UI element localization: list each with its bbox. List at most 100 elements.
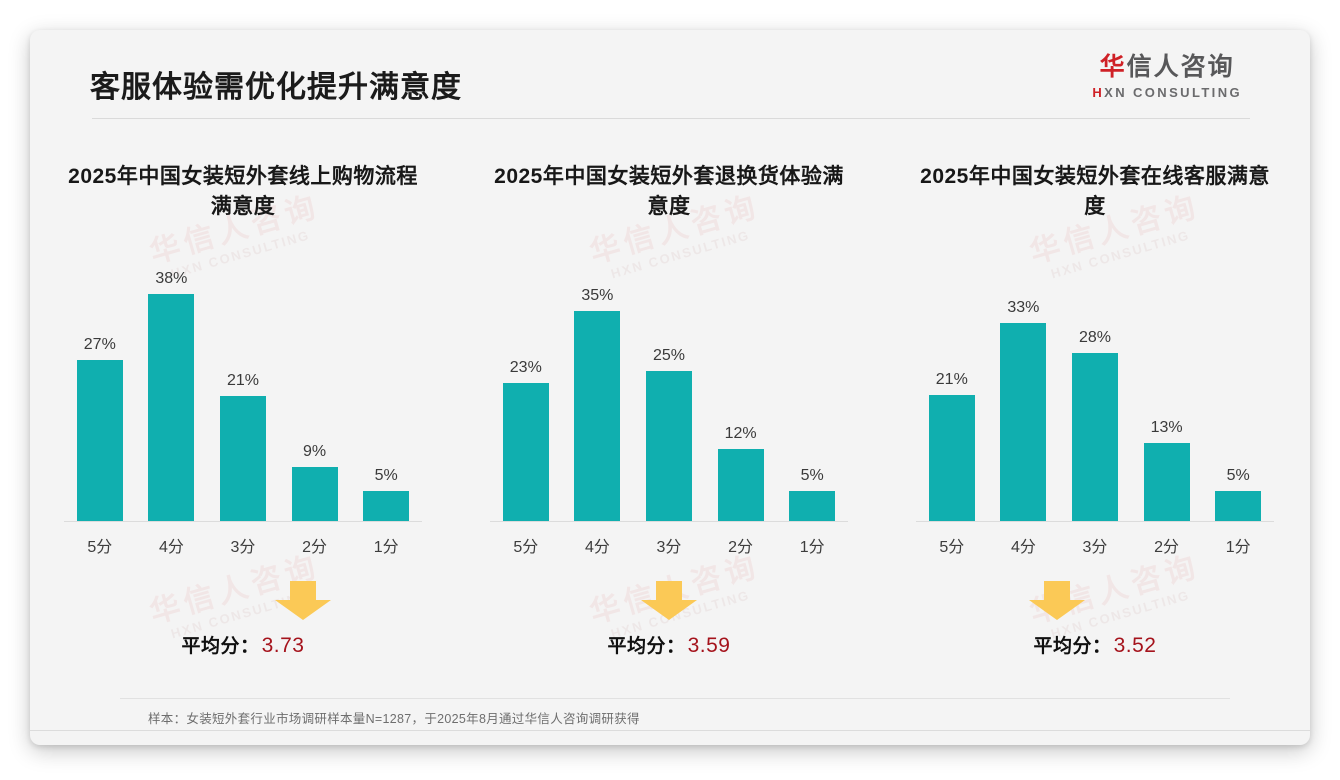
slide-card: 华信人咨询 HXN CONSULTING 华信人咨询 HXN CONSULTIN… <box>30 30 1310 745</box>
average-score: 平均分：3.73 <box>30 631 456 658</box>
bar-item[interactable]: 23% <box>491 254 561 521</box>
x-tick-label: 1分 <box>799 538 825 556</box>
bar-item[interactable]: 25% <box>634 254 704 521</box>
logo-en-accent-char: H <box>1092 84 1105 100</box>
bar-item[interactable]: 13% <box>1132 254 1202 521</box>
bar-value-label: 25% <box>652 346 685 364</box>
bar-value-label: 9% <box>303 442 327 460</box>
bar-rect[interactable] <box>1000 322 1047 521</box>
bars-group: 21% 33% 28% 13% <box>916 254 1274 521</box>
bar-item[interactable]: 5% <box>777 254 847 521</box>
axis-baseline <box>916 520 1274 522</box>
brand-logo: 华信人咨询 HXN CONSULTING <box>1092 53 1242 100</box>
x-tick-label: 4分 <box>1010 538 1036 556</box>
bar-plot: 23% 35% 25% 12% <box>490 254 848 522</box>
x-tick-label: 4分 <box>584 538 610 556</box>
x-axis-labels: 5分 4分 3分 2分 1分 <box>490 522 848 557</box>
bar-item[interactable]: 28% <box>1060 254 1130 521</box>
copyright-text: ©2025.10 HXR华信人咨询 <box>105 744 263 745</box>
bar-item[interactable]: 12% <box>706 254 776 521</box>
logo-en-text: HXN CONSULTING <box>1092 85 1242 100</box>
average-score: 平均分：3.52 <box>882 631 1308 658</box>
average-score: 平均分：3.59 <box>456 631 882 658</box>
x-tick-label: 3分 <box>656 538 682 556</box>
logo-cn-text: 华信人咨询 <box>1092 53 1242 82</box>
bar-rect[interactable] <box>789 490 836 521</box>
bar-value-label: 5% <box>1226 466 1250 484</box>
down-arrow-icon <box>641 580 697 620</box>
arrow-wrap <box>882 580 1308 625</box>
bar-item[interactable]: 21% <box>208 254 278 521</box>
average-label: 平均分： <box>1033 635 1112 657</box>
chart-title: 2025年中国女装短外套退换货体验满意度 <box>494 165 844 218</box>
bar-rect[interactable] <box>717 448 764 521</box>
bar-item[interactable]: 5% <box>1203 254 1273 521</box>
bar-item[interactable]: 33% <box>988 254 1058 521</box>
logo-cn-rest: 信人咨询 <box>1126 53 1235 81</box>
bar-plot: 27% 38% 21% 9% <box>64 254 422 522</box>
bar-item[interactable]: 21% <box>917 254 987 521</box>
x-tick-label: 4分 <box>158 538 184 556</box>
bar-value-label: 21% <box>935 370 968 388</box>
down-arrow-icon <box>274 580 331 620</box>
x-tick-label: 5分 <box>939 538 965 556</box>
bar-rect[interactable] <box>502 382 549 521</box>
bar-value-label: 12% <box>724 424 757 442</box>
bar-plot: 21% 33% 28% 13% <box>916 254 1274 522</box>
average-label: 平均分： <box>181 635 260 657</box>
x-tick-label: 3分 <box>1082 538 1108 556</box>
bar-rect[interactable] <box>76 359 123 521</box>
bar-rect[interactable] <box>219 395 266 521</box>
x-tick-label: 2分 <box>1154 538 1180 556</box>
slide-footer: ©2025.10 HXR华信人咨询 www.hxrcon.com <box>30 730 1310 745</box>
arrow-wrap <box>456 580 882 625</box>
bar-rect[interactable] <box>1143 442 1190 521</box>
footnote-divider <box>120 698 1230 699</box>
bar-item[interactable]: 5% <box>351 254 421 521</box>
x-tick-label: 2分 <box>728 538 754 556</box>
chart-panel-2: 2025年中国女装短外套退换货体验满意度 23% 35% 25% <box>456 140 882 658</box>
bar-item[interactable]: 38% <box>136 254 206 521</box>
header-divider <box>92 118 1250 119</box>
bar-value-label: 28% <box>1078 328 1111 346</box>
chart-panel-1: 2025年中国女装短外套线上购物流程满意度 27% 38% 21% <box>30 140 456 658</box>
page-title: 客服体验需优化提升满意度 <box>90 71 462 104</box>
average-value: 3.73 <box>261 633 305 657</box>
chart-title: 2025年中国女装短外套在线客服满意度 <box>920 165 1270 218</box>
bar-value-label: 23% <box>509 358 542 376</box>
bar-rect[interactable] <box>574 310 621 521</box>
bar-rect[interactable] <box>291 466 338 521</box>
average-value: 3.59 <box>687 633 731 657</box>
chart-panel-3: 2025年中国女装短外套在线客服满意度 21% 33% 28% <box>882 140 1308 658</box>
bars-group: 23% 35% 25% 12% <box>490 254 848 521</box>
arrow-wrap <box>30 580 456 625</box>
bar-rect[interactable] <box>645 370 692 521</box>
bar-rect[interactable] <box>1071 352 1118 521</box>
bar-item[interactable]: 35% <box>562 254 632 521</box>
average-label: 平均分： <box>607 635 686 657</box>
x-tick-label: 2分 <box>302 538 328 556</box>
bar-item[interactable]: 27% <box>65 254 135 521</box>
slide-header: 客服体验需优化提升满意度 华信人咨询 HXN CONSULTING <box>30 30 1310 120</box>
x-tick-label: 1分 <box>373 538 399 556</box>
x-axis-labels: 5分 4分 3分 2分 1分 <box>916 522 1274 557</box>
bar-value-label: 13% <box>1150 418 1183 436</box>
bar-rect[interactable] <box>928 394 975 521</box>
average-value: 3.52 <box>1113 633 1157 657</box>
x-axis-labels: 5分 4分 3分 2分 1分 <box>64 522 422 557</box>
bar-rect[interactable] <box>148 293 195 521</box>
bar-value-label: 27% <box>83 335 116 353</box>
bar-item[interactable]: 9% <box>280 254 350 521</box>
chart-title: 2025年中国女装短外套线上购物流程满意度 <box>68 165 418 218</box>
axis-baseline <box>490 520 848 522</box>
x-tick-label: 5分 <box>513 538 539 556</box>
bar-rect[interactable] <box>1215 490 1262 521</box>
bar-value-label: 38% <box>155 269 188 287</box>
bars-group: 27% 38% 21% 9% <box>64 254 422 521</box>
x-tick-label: 3分 <box>230 538 256 556</box>
logo-accent-char: 华 <box>1099 53 1127 81</box>
x-tick-label: 5分 <box>87 538 113 556</box>
bar-value-label: 21% <box>226 371 259 389</box>
down-arrow-icon <box>1028 580 1085 620</box>
bar-rect[interactable] <box>363 490 410 521</box>
